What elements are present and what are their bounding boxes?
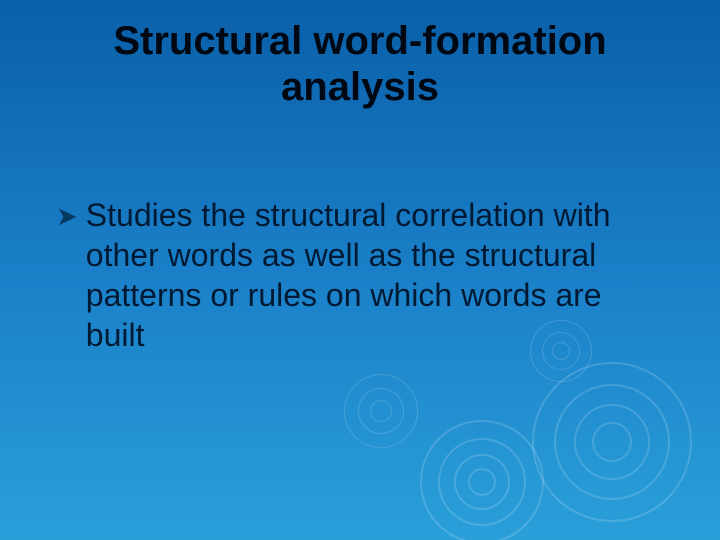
ripple-circle xyxy=(344,374,418,448)
ripple-circle xyxy=(454,454,510,510)
ripple-circle xyxy=(468,468,496,496)
title-line-2: analysis xyxy=(281,65,439,109)
ripple-circle xyxy=(532,362,692,522)
bullet-marker-icon: ➤ xyxy=(56,201,78,232)
bullet-item: ➤ Studies the structural correlation wit… xyxy=(56,195,660,355)
slide-body: ➤ Studies the structural correlation wit… xyxy=(56,195,660,355)
ripple-circle xyxy=(592,422,632,462)
ripple-circle xyxy=(574,404,650,480)
slide-title: Structural word-formation analysis xyxy=(0,18,720,110)
ripple-circle xyxy=(438,438,526,526)
bullet-text: Studies the structural correlation with … xyxy=(86,195,660,355)
ripple-circle xyxy=(358,388,404,434)
ripple-circle xyxy=(420,420,544,540)
slide: Structural word-formation analysis ➤ Stu… xyxy=(0,0,720,540)
ripple-circle xyxy=(370,400,392,422)
title-line-1: Structural word-formation xyxy=(113,19,606,63)
ripple-circle xyxy=(554,384,670,500)
